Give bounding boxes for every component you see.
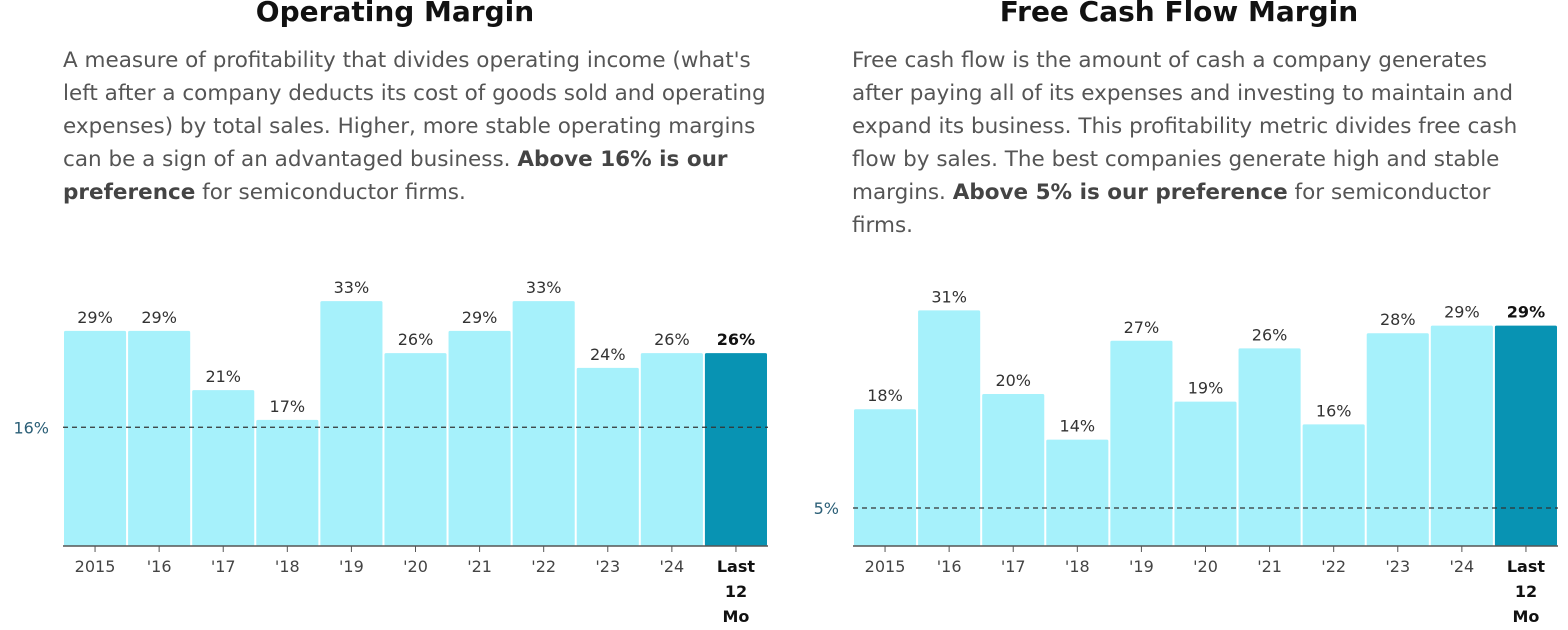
free-cash-flow-margin-title: Free Cash Flow Margin [999, 0, 1359, 28]
value-label: 14% [1060, 417, 1096, 436]
bar [384, 353, 447, 546]
bar [128, 330, 191, 546]
operating-margin-title: Operating Margin [255, 0, 535, 28]
x-tick-label: Last [1507, 557, 1546, 576]
x-tick-label: '16 [147, 557, 172, 576]
value-label: 20% [995, 371, 1031, 390]
value-label: 29% [77, 308, 113, 327]
x-tick-label: '18 [275, 557, 300, 576]
operating-margin-description: A measure of profitability that divides … [63, 44, 778, 209]
value-label: 28% [1380, 310, 1416, 329]
free-cash-flow-margin-description: Free cash flow is the amount of cash a c… [852, 44, 1542, 242]
value-label: 29% [462, 308, 498, 327]
value-label: 27% [1124, 318, 1160, 337]
x-tick-label: '19 [339, 557, 364, 576]
value-label: 26% [1252, 325, 1288, 344]
description-tail: for semiconductor firms. [852, 180, 1491, 238]
bar [448, 330, 511, 546]
bar [1430, 325, 1493, 546]
bar [192, 390, 255, 546]
bar [640, 353, 703, 546]
value-label: 29% [141, 308, 177, 327]
x-tick-label: Mo [722, 607, 749, 626]
x-tick-label: '24 [1449, 557, 1474, 576]
bar [982, 394, 1045, 546]
value-label: 16% [1316, 401, 1352, 420]
value-label: 33% [526, 278, 562, 297]
bar [1238, 348, 1301, 546]
value-label: 26% [398, 330, 434, 349]
bar [64, 330, 127, 546]
bar-highlight [1494, 325, 1557, 546]
bar [1046, 439, 1109, 546]
bar [256, 419, 319, 546]
description-emphasis: Above 5% is our preference [952, 180, 1288, 205]
threshold-label: 16% [13, 418, 49, 437]
x-tick-label: '19 [1129, 557, 1154, 576]
value-label: 26% [717, 330, 755, 349]
value-label: 21% [205, 367, 241, 386]
bar [1110, 340, 1173, 546]
x-tick-label: '17 [211, 557, 236, 576]
bar [320, 301, 383, 546]
description-emphasis: Above 16% is our preference [63, 147, 728, 205]
x-tick-label: '17 [1001, 557, 1026, 576]
x-tick-label: '23 [595, 557, 620, 576]
x-tick-label: 2015 [865, 557, 906, 576]
bar [576, 367, 639, 546]
value-label: 17% [270, 397, 306, 416]
x-tick-label: '16 [937, 557, 962, 576]
x-tick-label: Mo [1512, 607, 1539, 626]
bar [1174, 401, 1237, 546]
bar [854, 409, 917, 546]
value-label: 33% [334, 278, 370, 297]
x-tick-label: '24 [659, 557, 684, 576]
bar [512, 301, 575, 546]
bar-highlight [704, 353, 767, 546]
x-tick-label: '21 [1257, 557, 1282, 576]
value-label: 18% [867, 386, 903, 405]
x-tick-label: '18 [1065, 557, 1090, 576]
x-tick-label: '23 [1385, 557, 1410, 576]
x-tick-label: 2015 [75, 557, 116, 576]
bar [918, 310, 981, 546]
value-label: 24% [590, 345, 626, 364]
description-text: A measure of profitability that divides … [63, 48, 766, 172]
x-tick-label: Last [717, 557, 756, 576]
x-tick-label: 12 [725, 582, 747, 601]
bar [1366, 333, 1429, 546]
value-label: 26% [654, 330, 690, 349]
x-tick-label: '21 [467, 557, 492, 576]
value-label: 19% [1188, 379, 1224, 398]
x-tick-label: 12 [1515, 582, 1537, 601]
x-tick-label: '22 [1321, 557, 1346, 576]
bar [1302, 424, 1365, 546]
x-tick-label: '20 [403, 557, 428, 576]
operating-margin-chart: 29% 29% 21% 17% 33% 26% 29% 33% 24% 26% 26% 2015 '16… [13, 278, 768, 626]
free-cash-flow-margin-chart: 18% 31% 20% 14% 27% 19% 26% 16% 28% 29% 29% 2015 '16… [814, 287, 1558, 626]
description-text: Free cash flow is the amount of cash a c… [852, 48, 1518, 205]
value-label: 29% [1444, 303, 1480, 322]
x-tick-label: '22 [531, 557, 556, 576]
description-tail: for semiconductor firms. [195, 180, 466, 205]
value-label: 31% [931, 287, 967, 306]
threshold-label: 5% [814, 499, 839, 518]
x-tick-label: '20 [1193, 557, 1218, 576]
value-label: 29% [1507, 303, 1545, 322]
